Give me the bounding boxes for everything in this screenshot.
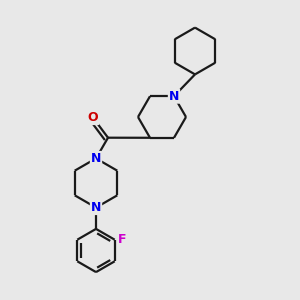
Text: F: F bbox=[118, 233, 127, 246]
Text: N: N bbox=[169, 90, 179, 103]
Text: N: N bbox=[91, 152, 101, 165]
Text: N: N bbox=[91, 201, 101, 214]
Text: O: O bbox=[88, 111, 98, 124]
